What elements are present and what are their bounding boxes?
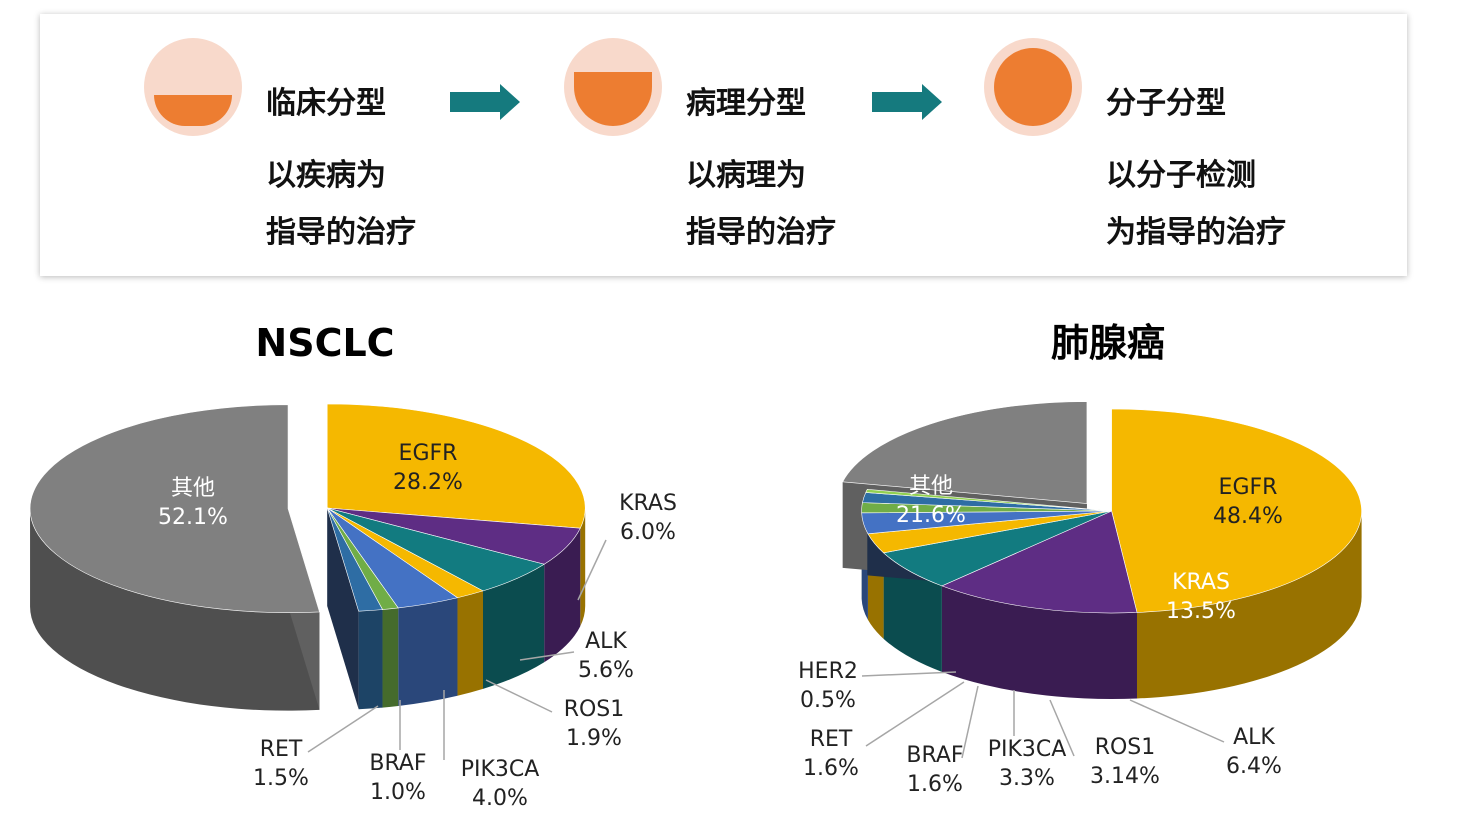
slice-side-egfr: [1136, 511, 1362, 699]
leader-line: [307, 705, 379, 753]
slice-side-ros1: [457, 590, 484, 696]
stage-desc-line1: 以分子检测: [1106, 158, 1256, 193]
classification-banner: 临床分型 以疾病为 指导的治疗 病理分型 以病理为 指导的治疗 分子分型 以分子…: [40, 14, 1407, 276]
data-label-name-egfr: EGFR: [1219, 475, 1278, 500]
leader-line: [519, 651, 575, 661]
data-label-name--: 其他: [909, 474, 953, 499]
slice-her2: [865, 489, 1112, 512]
leader-line: [861, 671, 957, 677]
slice-side-ret: [358, 609, 383, 710]
stage-desc-line2: 指导的治疗: [266, 215, 416, 250]
stage-desc-line2: 为指导的治疗: [1106, 215, 1286, 250]
data-label-value-ros1: 3.14%: [1090, 764, 1160, 789]
data-label-name-alk: ALK: [585, 629, 627, 654]
stage-desc-line1: 以病理为: [686, 158, 806, 193]
data-label-name-pik3ca: PIK3CA: [461, 757, 540, 782]
data-label-name-ros1: ROS1: [564, 697, 625, 722]
data-label-value--: 21.6%: [896, 503, 966, 528]
data-label-value-ret: 1.5%: [253, 766, 309, 791]
data-label-value-egfr: 28.2%: [393, 470, 463, 495]
data-label-name-kras: KRAS: [619, 491, 677, 516]
mostly-filled-circle-icon: [564, 38, 662, 136]
arrow-right-icon: [872, 84, 942, 120]
data-label-name-ret: RET: [810, 727, 853, 752]
data-label-name-alk: ALK: [1233, 725, 1275, 750]
leader-line: [1049, 699, 1075, 757]
data-label-name-her2: HER2: [798, 659, 858, 684]
slice--: [842, 401, 1088, 504]
data-label-value--: 52.1%: [158, 505, 228, 530]
leader-line: [865, 681, 965, 747]
data-label-name-braf: BRAF: [906, 743, 963, 768]
leader-line: [577, 539, 607, 601]
slice-side-kras: [941, 585, 1137, 699]
slice-egfr: [1111, 408, 1362, 613]
leader-line: [485, 679, 553, 713]
data-label-value-braf: 1.6%: [907, 772, 963, 797]
data-label-name-braf: BRAF: [369, 751, 426, 776]
data-label-name-pik3ca: PIK3CA: [988, 737, 1067, 762]
data-label-name-kras: KRAS: [1172, 570, 1230, 595]
slice-kras: [941, 510, 1138, 614]
slice-side-alk: [483, 564, 545, 689]
slice-side-alk: [883, 552, 942, 672]
data-label-value-alk: 5.6%: [578, 658, 634, 683]
leader-line: [961, 685, 979, 759]
data-label-name-egfr: EGFR: [399, 441, 458, 466]
stage-pathology: 病理分型 以病理为 指导的治疗: [460, 14, 900, 276]
slice-cut-face: [327, 508, 359, 710]
arrow-right-icon: [450, 84, 520, 120]
data-label-name-ros1: ROS1: [1095, 735, 1156, 760]
data-label-value-her2: 0.5%: [800, 688, 856, 713]
stage-title: 分子分型: [1106, 86, 1226, 121]
stage-desc-line1: 以疾病为: [266, 158, 386, 193]
data-label-value-kras: 13.5%: [1166, 599, 1236, 624]
slice-side-braf: [382, 607, 399, 708]
chart-title-lung-adeno: 肺腺癌: [1051, 321, 1165, 365]
slice-ret: [326, 507, 384, 612]
full-circle-icon: [984, 38, 1082, 136]
leader-line: [1129, 699, 1225, 743]
data-label-value-pik3ca: 4.0%: [472, 786, 528, 811]
half-circle-icon: [144, 38, 242, 136]
slice-side--: [30, 508, 320, 711]
stage-molecular: 分子分型 以分子检测 为指导的治疗: [880, 14, 1380, 276]
data-label-value-pik3ca: 3.3%: [999, 766, 1055, 791]
data-label-value-braf: 1.0%: [370, 780, 426, 805]
slice-side-egfr: [580, 508, 586, 627]
stage-clinical: 临床分型 以疾病为 指导的治疗: [40, 14, 480, 276]
pie-lung-adeno: EGFR 48.4% KRAS 13.5% ALK 6.4% ROS1 3.14% PIK3CA…: [798, 401, 1362, 797]
data-label-value-ros1: 1.9%: [566, 726, 622, 751]
stage-title: 病理分型: [686, 86, 806, 121]
slice--: [29, 404, 320, 613]
stage-title: 临床分型: [266, 86, 386, 121]
data-label-name-ret: RET: [260, 737, 303, 762]
data-label-value-egfr: 48.4%: [1213, 504, 1283, 529]
data-label-value-alk: 6.4%: [1226, 754, 1282, 779]
chart-title-nsclc: NSCLC: [255, 321, 394, 365]
slice-side-kras: [544, 528, 581, 663]
data-label-value-ret: 1.6%: [803, 756, 859, 781]
pie-nsclc: EGFR 28.2% KRAS 6.0% ALK 5.6% ROS1 1.9% PIK3CA 4.…: [29, 403, 677, 811]
stage-desc-line2: 指导的治疗: [686, 215, 836, 250]
data-label-value-kras: 6.0%: [620, 520, 676, 545]
data-label-name--: 其他: [171, 476, 215, 501]
slice-side-pik3ca: [398, 597, 458, 706]
slice-egfr: [326, 403, 586, 529]
